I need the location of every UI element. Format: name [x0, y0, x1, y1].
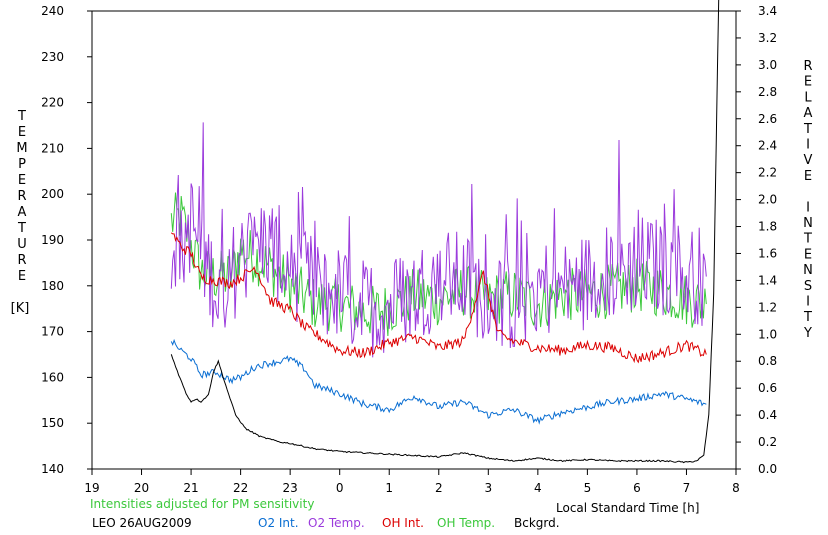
- left-axis-label-letter: E: [18, 125, 26, 140]
- series-line-o2-int: [170, 338, 707, 425]
- left-axis-label-letter: P: [18, 157, 26, 172]
- left-axis-label-letter: T: [17, 109, 26, 124]
- right-tick-label: 1.8: [758, 220, 777, 234]
- x-tick-label: 22: [233, 481, 248, 495]
- right-tick-label: 0.4: [758, 408, 777, 422]
- right-tick-label: 2.6: [758, 112, 777, 126]
- x-tick-label: 6: [633, 481, 641, 495]
- right-tick-label: 2.0: [758, 193, 777, 207]
- right-axis-label-letter: A: [804, 106, 813, 121]
- right-axis-label-letter: N: [803, 216, 813, 231]
- left-tick-label: 230: [41, 50, 64, 64]
- legend-item-o2-int: O2 Int.: [258, 516, 299, 530]
- left-axis-label-letter: R: [17, 253, 26, 268]
- left-tick-label: 200: [41, 187, 64, 201]
- legend-item-oh-temp: OH Temp.: [437, 516, 496, 530]
- x-tick-label: 3: [484, 481, 492, 495]
- x-tick-label: 1: [385, 481, 393, 495]
- right-axis-label-letter: I: [806, 138, 810, 153]
- right-tick-label: 0.6: [758, 381, 777, 395]
- right-tick-label: 2.2: [758, 166, 777, 180]
- x-tick-label: 7: [683, 481, 691, 495]
- right-tick-label: 2.4: [758, 139, 777, 153]
- right-tick-label: 1.0: [758, 327, 777, 341]
- left-axis-unit: [K]: [11, 301, 30, 316]
- x-tick-label: 4: [534, 481, 542, 495]
- series-line-o2-temp: [170, 122, 707, 358]
- legend-item-bckgrd: Bckgrd.: [514, 516, 560, 530]
- right-axis-label-letter: E: [804, 169, 812, 184]
- x-tick-label: 5: [584, 481, 592, 495]
- left-tick-label: 240: [41, 4, 64, 18]
- left-tick-label: 150: [41, 416, 64, 430]
- right-axis-label-letter: T: [803, 310, 812, 325]
- right-tick-label: 0.8: [758, 354, 777, 368]
- x-tick-label: 8: [732, 481, 740, 495]
- series-line-bckgrd: [170, 0, 720, 464]
- right-axis-label-letter: N: [803, 263, 813, 278]
- right-axis-label-letter: T: [803, 232, 812, 247]
- left-tick-label: 220: [41, 96, 64, 110]
- x-tick-label: 0: [336, 481, 344, 495]
- right-axis-label-letter: T: [803, 122, 812, 137]
- legend-item-o2-temp: O2 Temp.: [308, 516, 365, 530]
- right-axis-ticks: 0.0 0.2 0.4 0.6 0.8 1.0 1.2 1.4 1.6 1.8 2.0 2.2 2.4 2…: [736, 4, 777, 476]
- right-tick-label: 3.2: [758, 31, 777, 45]
- left-tick-label: 160: [41, 370, 64, 384]
- note-text: Intensities adjusted for PM sensitivity: [90, 497, 315, 511]
- right-tick-label: 0.2: [758, 435, 777, 449]
- x-tick-label: 20: [134, 481, 149, 495]
- right-axis-label-letter: E: [804, 247, 812, 262]
- right-tick-label: 1.4: [758, 273, 777, 287]
- left-axis-label-letter: R: [17, 189, 26, 204]
- right-tick-label: 3.0: [758, 58, 777, 72]
- x-tick-label: 23: [283, 481, 298, 495]
- left-axis-label-letter: M: [16, 141, 27, 156]
- right-axis-label-letter: E: [804, 75, 812, 90]
- series-line-oh-temp: [170, 192, 707, 337]
- x-axis-title: Local Standard Time [h]: [556, 501, 700, 515]
- right-tick-label: 2.8: [758, 85, 777, 99]
- left-axis-label-letter: A: [18, 205, 27, 220]
- series-line-oh-int: [170, 232, 707, 364]
- right-tick-label: 3.4: [758, 4, 777, 18]
- left-axis-label-letter: E: [18, 173, 26, 188]
- legend-item-oh-int: OH Int.: [382, 516, 424, 530]
- right-axis-label-letter: S: [804, 279, 812, 294]
- right-axis-label-letter: R: [803, 59, 812, 74]
- right-axis-label-letter: V: [804, 153, 813, 168]
- left-tick-label: 180: [41, 279, 64, 293]
- left-tick-label: 170: [41, 325, 64, 339]
- left-axis-label-letter: U: [17, 237, 27, 252]
- left-axis-label-letter: T: [17, 221, 26, 236]
- left-tick-label: 210: [41, 141, 64, 155]
- x-tick-label: 2: [435, 481, 443, 495]
- right-tick-label: 0.0: [758, 462, 777, 476]
- right-axis-label-letter: I: [806, 295, 810, 310]
- right-axis-label-letter: I: [806, 200, 810, 215]
- left-tick-label: 140: [41, 462, 64, 476]
- right-axis-label-letter: L: [804, 90, 812, 105]
- x-tick-label: 19: [84, 481, 99, 495]
- station-text: LEO 26AUG2009: [92, 516, 192, 530]
- right-axis-label-letter: Y: [803, 326, 812, 341]
- series-lines: [170, 0, 720, 464]
- x-axis-ticks: 19 20 21 22 23 0 1 2 3 4 5 6 7 8: [84, 469, 740, 495]
- x-tick-label: 21: [183, 481, 198, 495]
- right-tick-label: 1.6: [758, 246, 777, 260]
- right-tick-label: 1.2: [758, 300, 777, 314]
- left-axis-label-letter: E: [18, 269, 26, 284]
- left-axis-ticks: 140 150 160 170 180 190 200 210 220 230 240: [41, 4, 92, 476]
- left-tick-label: 190: [41, 233, 64, 247]
